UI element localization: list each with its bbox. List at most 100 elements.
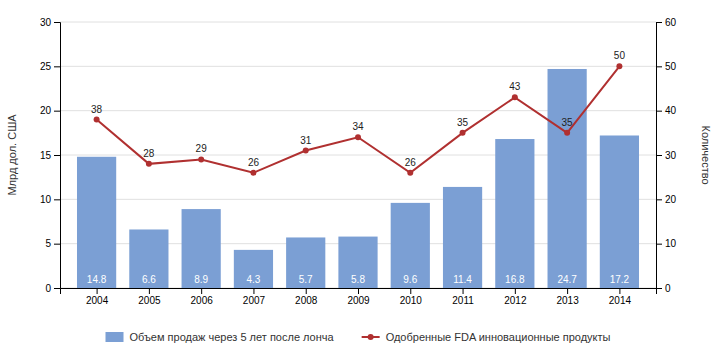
- tick-mark: [54, 199, 60, 200]
- tick-label: 20: [40, 105, 52, 116]
- point: [616, 63, 622, 69]
- tick: 2014: [609, 288, 632, 306]
- tick-mark: [515, 288, 516, 294]
- bar: [495, 139, 534, 288]
- tick-label: 25: [40, 61, 52, 72]
- y-axis-title: Млрд дол. США: [6, 114, 18, 196]
- point: [94, 117, 100, 123]
- tick-label: 0: [665, 283, 671, 294]
- legend-item: Объем продаж через 5 лет после лонча: [106, 331, 335, 343]
- tick-mark: [253, 288, 254, 294]
- legend-label: Одобренные FDA инновационные продукты: [386, 331, 611, 343]
- bar-label: 17.2: [610, 274, 630, 285]
- tick-mark: [201, 288, 202, 294]
- grid: [60, 22, 656, 288]
- tick: 60: [656, 17, 677, 28]
- bar-label: 11.4: [453, 274, 472, 285]
- y2-axis-title: Количество: [700, 125, 712, 184]
- line-label: 29: [196, 143, 208, 154]
- tick-label: 2013: [556, 295, 579, 306]
- tick-mark: [656, 244, 662, 245]
- tick-label: 2009: [347, 295, 370, 306]
- tick-label: 2007: [243, 295, 266, 306]
- point: [303, 148, 309, 154]
- line: [97, 66, 620, 172]
- tick: 30: [656, 150, 677, 161]
- tick-mark: [97, 288, 98, 294]
- tick-label: 0: [45, 283, 51, 294]
- bar-label: 24.7: [557, 274, 577, 285]
- data-labels: 14.86.68.94.35.75.89.611.416.824.717.238…: [87, 50, 630, 285]
- axis-line: [61, 289, 657, 295]
- tick-mark: [463, 288, 464, 294]
- tick-mark: [358, 288, 359, 294]
- tick-label: 40: [665, 105, 677, 116]
- point: [512, 94, 518, 100]
- tick-label: 2004: [86, 295, 109, 306]
- plot-area: [77, 63, 639, 288]
- bar: [338, 237, 377, 288]
- axis-line: [657, 23, 663, 289]
- tick-label: 5: [45, 238, 51, 249]
- point: [198, 156, 204, 162]
- line-label: 50: [614, 50, 626, 61]
- tick: 10: [656, 238, 677, 249]
- tick-label: 50: [665, 61, 677, 72]
- tick-label: 2012: [504, 295, 527, 306]
- line-label: 26: [248, 157, 260, 168]
- chart: 14.86.68.94.35.75.89.611.416.824.717.238…: [0, 0, 716, 352]
- y-axis: 0 5 10 15 20 25 30: [40, 17, 61, 294]
- tick: 5: [45, 238, 60, 249]
- tick-label: 20: [665, 194, 677, 205]
- point: [146, 161, 152, 167]
- tick-mark: [619, 288, 620, 294]
- tick-mark: [149, 288, 150, 294]
- axis-line: [54, 23, 61, 289]
- bar-label: 9.6: [403, 274, 417, 285]
- grid-line: [60, 22, 656, 23]
- point: [407, 170, 413, 176]
- tick-mark: [54, 22, 60, 23]
- bar: [600, 135, 639, 288]
- line-label: 26: [405, 157, 417, 168]
- tick: 2004: [86, 288, 109, 306]
- tick-label: 10: [40, 194, 52, 205]
- bar-label: 4.3: [246, 274, 260, 285]
- tick-mark: [54, 155, 60, 156]
- legend-marker: [368, 334, 374, 340]
- tick: 15: [40, 150, 60, 161]
- point: [355, 134, 361, 140]
- tick-label: 30: [40, 17, 52, 28]
- line-label: 35: [457, 117, 469, 128]
- legend: Объем продаж через 5 лет после лонча Одоб…: [106, 331, 611, 343]
- y2-axis: 0 10 20 30 40 50 60: [656, 17, 677, 294]
- tick: 2012: [504, 288, 527, 306]
- tick: 2011: [452, 288, 474, 306]
- tick-label: 2006: [191, 295, 214, 306]
- bar-label: 14.8: [87, 274, 107, 285]
- tick: 20: [40, 105, 60, 116]
- tick: 2006: [191, 288, 214, 306]
- tick-mark: [656, 199, 662, 200]
- tick-mark: [54, 66, 60, 67]
- tick: 20: [656, 194, 677, 205]
- tick: 2005: [138, 288, 161, 306]
- bar: [234, 250, 273, 288]
- bar: [77, 157, 116, 288]
- bar: [129, 229, 168, 288]
- bar: [286, 237, 325, 288]
- tick-mark: [306, 288, 307, 294]
- tick-mark: [656, 155, 662, 156]
- tick-mark: [656, 111, 662, 112]
- tick-mark: [54, 111, 60, 112]
- line-label: 38: [91, 104, 103, 115]
- tick: 30: [40, 17, 60, 28]
- tick: 40: [656, 105, 677, 116]
- legend-item: Одобренные FDA инновационные продукты: [362, 331, 611, 343]
- tick-label: 2005: [138, 295, 161, 306]
- tick-mark: [656, 22, 662, 23]
- line-label: 28: [143, 148, 155, 159]
- tick-mark: [54, 288, 60, 289]
- point: [250, 170, 256, 176]
- legend-swatch: [106, 332, 124, 342]
